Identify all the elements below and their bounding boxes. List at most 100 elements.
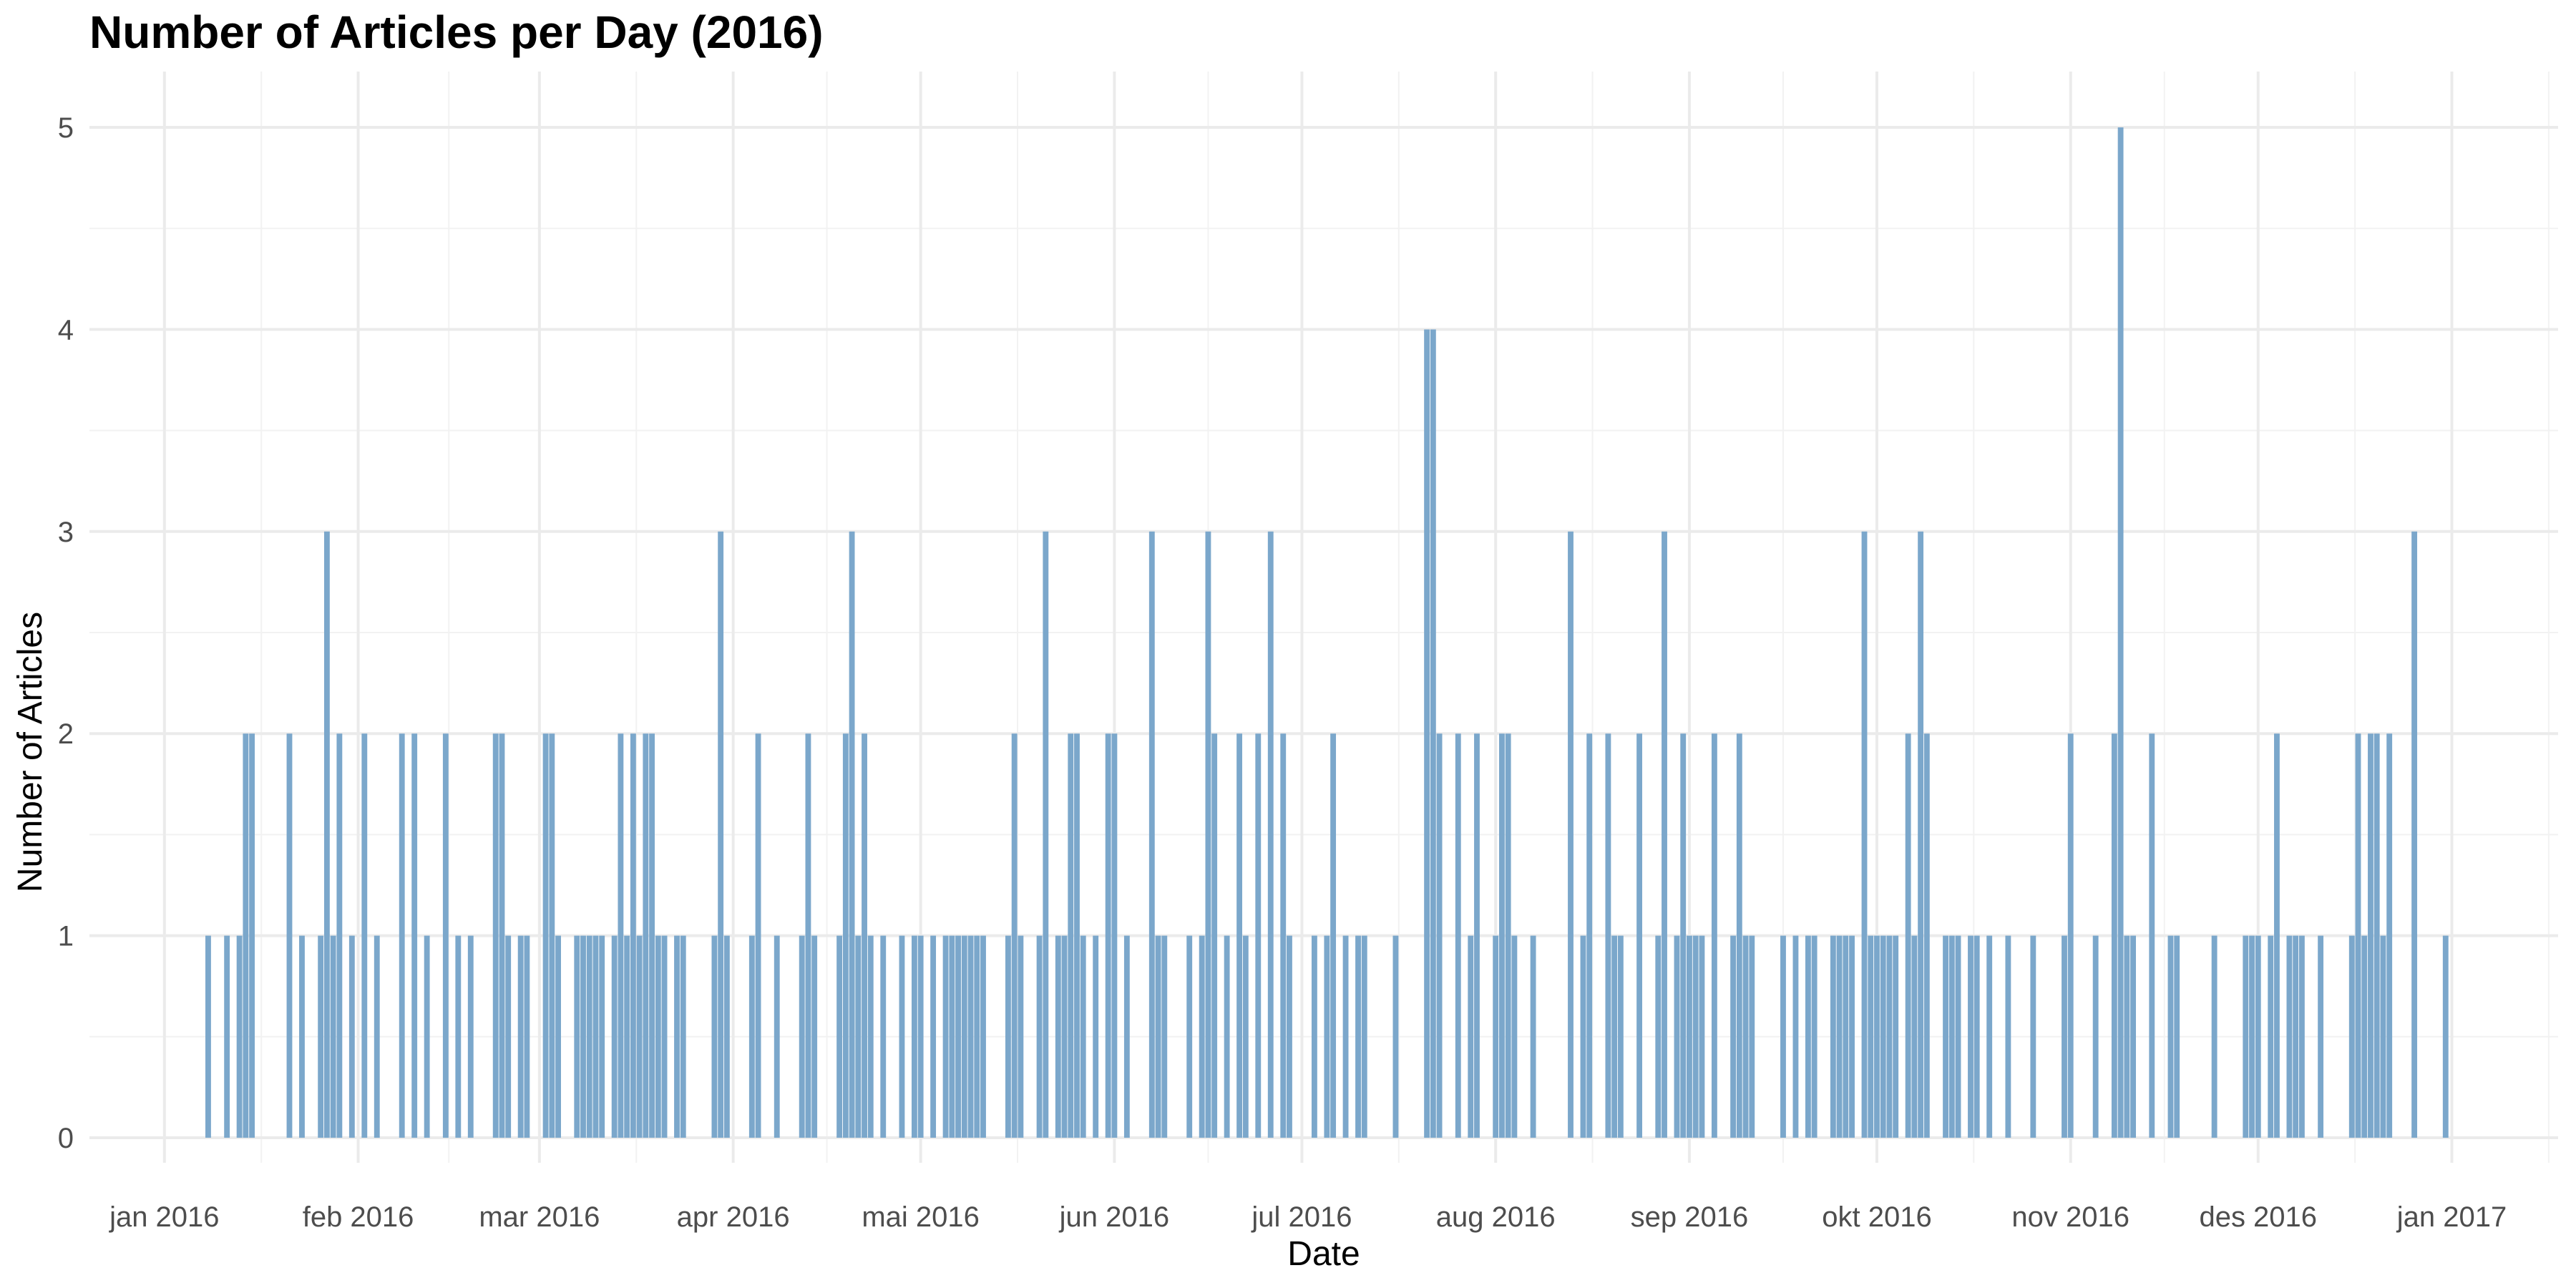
bar bbox=[1948, 935, 1955, 1138]
bar bbox=[1111, 733, 1118, 1138]
bar bbox=[680, 935, 686, 1138]
bar bbox=[2286, 935, 2293, 1138]
bar bbox=[1068, 733, 1074, 1138]
bar bbox=[2124, 935, 2130, 1138]
bar bbox=[1148, 531, 1155, 1138]
bar bbox=[1155, 935, 1161, 1138]
bar bbox=[517, 935, 524, 1138]
bar bbox=[1005, 935, 1011, 1138]
bar bbox=[318, 935, 324, 1138]
bar bbox=[1687, 935, 1692, 1138]
bar bbox=[1886, 935, 1893, 1138]
bar bbox=[849, 531, 855, 1138]
bar bbox=[1742, 935, 1749, 1138]
bar bbox=[1186, 935, 1193, 1138]
bar bbox=[842, 733, 849, 1138]
bar bbox=[574, 935, 580, 1138]
bar bbox=[599, 935, 605, 1138]
bar bbox=[1805, 935, 1811, 1138]
bar bbox=[1699, 935, 1705, 1138]
x-tick-label: okt 2016 bbox=[1822, 1201, 1931, 1233]
bar bbox=[580, 935, 586, 1138]
bar bbox=[1455, 733, 1461, 1138]
bar bbox=[499, 733, 505, 1138]
bar bbox=[2318, 935, 2324, 1138]
bar bbox=[299, 935, 305, 1138]
bar bbox=[1780, 935, 1786, 1138]
bar bbox=[2293, 935, 2299, 1138]
bar bbox=[592, 935, 599, 1138]
bar bbox=[1242, 935, 1249, 1138]
bar bbox=[661, 935, 668, 1138]
y-tick-label: 2 bbox=[58, 718, 74, 750]
bar bbox=[1355, 935, 1361, 1138]
bar bbox=[399, 733, 405, 1138]
y-axis-ticks: 0 1 2 3 4 5 bbox=[58, 112, 74, 1154]
bar bbox=[2442, 935, 2449, 1138]
bar bbox=[542, 733, 549, 1138]
bar bbox=[1905, 733, 1911, 1138]
bar bbox=[630, 733, 636, 1138]
x-tick-label: jan 2016 bbox=[109, 1201, 219, 1233]
x-tick-label: sep 2016 bbox=[1631, 1201, 1749, 1233]
x-axis-label: Date bbox=[1287, 1235, 1360, 1273]
bar bbox=[624, 935, 630, 1138]
bar bbox=[1655, 935, 1662, 1138]
bar bbox=[1505, 733, 1511, 1138]
bar bbox=[2361, 935, 2368, 1138]
bar bbox=[323, 531, 330, 1138]
bar bbox=[455, 935, 462, 1138]
bar bbox=[2274, 733, 2280, 1138]
y-tick-label: 0 bbox=[58, 1123, 74, 1154]
bar bbox=[1692, 935, 1699, 1138]
bar bbox=[1493, 935, 1499, 1138]
bar bbox=[674, 935, 680, 1138]
bar bbox=[974, 935, 980, 1138]
bar bbox=[1105, 733, 1111, 1138]
bar bbox=[348, 935, 355, 1138]
bar bbox=[1568, 531, 1574, 1138]
bar bbox=[1468, 935, 1474, 1138]
bar bbox=[2268, 935, 2274, 1138]
bar bbox=[1830, 935, 1836, 1138]
bar bbox=[2030, 935, 2036, 1138]
bar bbox=[718, 531, 724, 1138]
x-tick-label: jun 2016 bbox=[1059, 1201, 1169, 1233]
bar bbox=[1255, 733, 1262, 1138]
bar bbox=[1843, 935, 1849, 1138]
bar bbox=[243, 733, 249, 1138]
x-tick-label: aug 2016 bbox=[1436, 1201, 1556, 1233]
bar bbox=[1730, 935, 1737, 1138]
bar bbox=[2149, 733, 2155, 1138]
bar bbox=[1430, 329, 1436, 1138]
bar bbox=[1498, 733, 1505, 1138]
bar bbox=[524, 935, 530, 1138]
bar bbox=[1018, 935, 1024, 1138]
bar bbox=[549, 733, 555, 1138]
bar bbox=[2368, 733, 2373, 1138]
bar bbox=[961, 935, 967, 1138]
bar bbox=[2211, 935, 2218, 1138]
bar bbox=[755, 733, 761, 1138]
bar bbox=[942, 935, 949, 1138]
bar bbox=[2411, 531, 2418, 1138]
bar bbox=[811, 935, 818, 1138]
bar bbox=[1123, 935, 1130, 1138]
bar bbox=[1674, 935, 1680, 1138]
y-tick-label: 1 bbox=[58, 921, 74, 952]
bar bbox=[1811, 935, 1818, 1138]
bar bbox=[949, 935, 955, 1138]
bar bbox=[2298, 935, 2305, 1138]
x-tick-label: nov 2016 bbox=[2011, 1201, 2129, 1233]
bar bbox=[249, 733, 255, 1138]
bar bbox=[1861, 531, 1868, 1138]
bar bbox=[1923, 733, 1930, 1138]
bar bbox=[555, 935, 561, 1138]
bar bbox=[2249, 935, 2255, 1138]
bar bbox=[1662, 531, 1667, 1138]
bar bbox=[2130, 935, 2137, 1138]
bar bbox=[649, 733, 655, 1138]
bar bbox=[1330, 733, 1337, 1138]
x-tick-label: mar 2016 bbox=[479, 1201, 600, 1233]
bar bbox=[2243, 935, 2249, 1138]
